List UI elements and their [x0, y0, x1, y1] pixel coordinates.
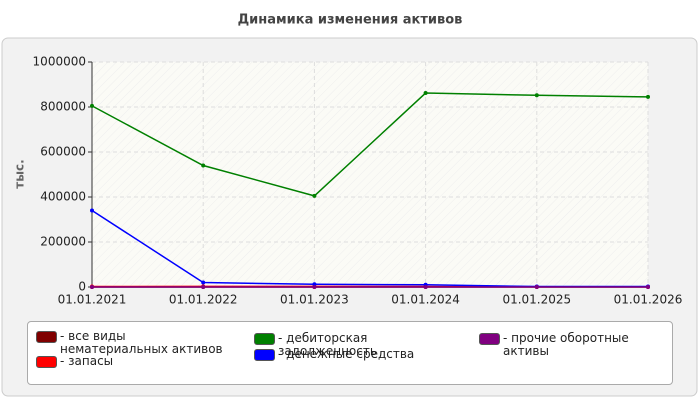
legend-item: - все виды нематериальных активов	[36, 330, 226, 356]
legend-label: - все виды нематериальных активов	[60, 329, 223, 356]
legend-item: - денежные средства	[254, 348, 464, 361]
point	[646, 94, 650, 99]
series-line	[91, 92, 649, 197]
x-tick-label: 01.01.2024	[391, 293, 460, 307]
chart-title: Динамика изменения активов	[238, 13, 463, 28]
point	[423, 91, 428, 96]
x-tick-label: 01.01.2022	[169, 293, 238, 307]
y-tick-label: 400000	[40, 190, 86, 204]
point	[534, 93, 539, 98]
legend-swatch	[479, 333, 500, 345]
x-tick-label: 01.01.2025	[502, 293, 571, 307]
y-tick-label: 200000	[40, 235, 86, 249]
legend-item: - запасы	[36, 355, 226, 368]
x-tick-label: 01.01.2021	[58, 293, 127, 307]
y-tick-label: 1000000	[33, 55, 86, 69]
point	[90, 208, 94, 213]
legend-item: - дебиторская задолженность	[254, 332, 464, 358]
legend-swatch	[254, 333, 275, 345]
point	[646, 285, 650, 289]
point	[90, 103, 94, 108]
point	[423, 285, 428, 289]
legend-label: - дебиторская задолженность	[278, 331, 377, 358]
point	[90, 285, 94, 289]
legend-label: - запасы	[60, 354, 114, 368]
point	[534, 285, 539, 289]
y-axis-label: тыс.	[13, 159, 27, 188]
x-tick-label: 01.01.2023	[280, 293, 349, 307]
legend: - все виды нематериальных активов - запас…	[27, 321, 673, 385]
legend-label: - денежные средства	[278, 347, 415, 361]
plot-area	[92, 62, 648, 287]
y-tick-label: 0	[78, 280, 86, 294]
y-tick-label: 600000	[40, 145, 86, 159]
point	[312, 285, 317, 289]
x-tick-label: 01.01.2026	[614, 293, 683, 307]
legend-swatch	[36, 356, 57, 368]
legend-swatch	[254, 349, 275, 361]
legend-item: - прочие оборотные активы	[479, 332, 669, 358]
point	[312, 193, 317, 198]
point	[201, 285, 206, 289]
legend-swatch	[36, 331, 57, 343]
point	[201, 163, 206, 168]
legend-label: - прочие оборотные активы	[503, 331, 629, 358]
y-tick-label: 800000	[40, 100, 86, 114]
point	[201, 280, 206, 285]
